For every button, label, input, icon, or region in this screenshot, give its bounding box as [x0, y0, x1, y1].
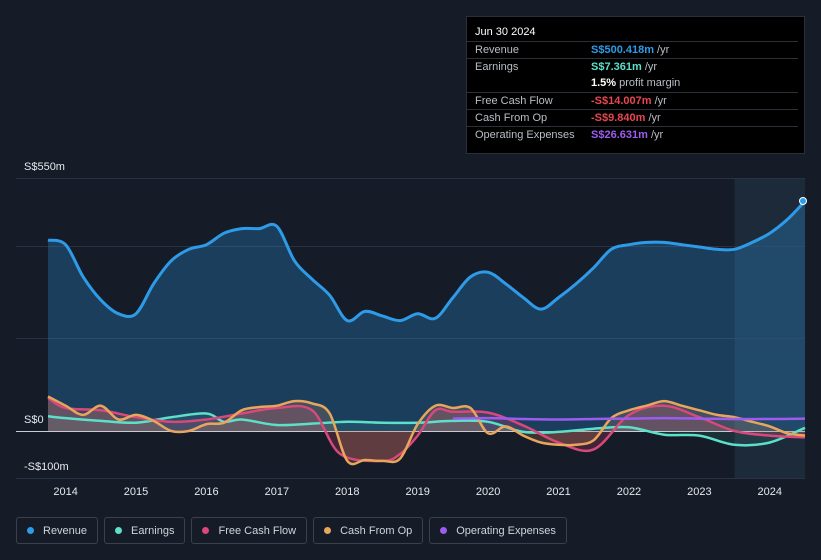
legend-item-cash-from-op[interactable]: Cash From Op [313, 517, 424, 544]
tooltip-row-fcf: Free Cash Flow -S$14.007m /yr [467, 92, 798, 110]
revenue-area [48, 201, 805, 431]
legend-label: Cash From Op [340, 524, 413, 537]
tooltip-label: Earnings [475, 61, 519, 73]
revenue-line[interactable] [47, 199, 807, 323]
legend-dot [115, 527, 123, 534]
revenue-end-marker[interactable] [799, 197, 807, 205]
x-tick-label: 2018 [335, 486, 359, 498]
tooltip-label: Revenue [475, 44, 520, 56]
tooltip-value-cfo: -S$9.840m /yr [591, 112, 661, 124]
tooltip-value-margin: 1.5% profit margin [591, 77, 681, 89]
tooltip-row-margin: 1.5% profit margin [467, 75, 798, 92]
tooltip-value-fcf: -S$14.007m /yr [591, 95, 667, 107]
legend-item-free-cash-flow[interactable]: Free Cash Flow [191, 517, 308, 544]
tooltip-row-revenue: Revenue S$500.418m /yr [467, 41, 798, 59]
legend-dot [440, 527, 448, 534]
tooltip-date: Jun 30 2024 [475, 26, 536, 38]
x-tick-label: 2014 [53, 486, 77, 498]
tooltip-label: Cash From Op [475, 112, 548, 124]
legend-item-operating-expenses[interactable]: Operating Expenses [429, 517, 567, 544]
y-axis-zero-label: S$0 [24, 414, 44, 426]
free-cash-flow-line[interactable] [47, 396, 806, 463]
tooltip-row-cfo: Cash From Op -S$9.840m /yr [467, 109, 798, 127]
x-tick-label: 2024 [758, 486, 782, 498]
legend-dot [27, 527, 34, 534]
operating-expenses-line[interactable] [452, 416, 806, 421]
x-tick-label: 2019 [405, 486, 429, 498]
tooltip-label: Free Cash Flow [475, 95, 553, 107]
x-tick-label: 2022 [617, 486, 641, 498]
chart-legend: Revenue Earnings Free Cash Flow Cash Fro… [16, 517, 567, 546]
y-axis-bottom-label: -S$100m [24, 461, 69, 473]
tooltip-value-opex: S$26.631m /yr [591, 129, 664, 141]
legend-dot [324, 527, 332, 534]
free-cash-flow-area [48, 397, 805, 462]
forecast-highlight [734, 178, 805, 478]
legend-item-earnings[interactable]: Earnings [104, 517, 186, 544]
tooltip-row-earnings: Earnings S$7.361m /yr [467, 58, 798, 76]
plot-background [16, 178, 805, 478]
legend-label: Free Cash Flow [218, 524, 297, 537]
earnings-line[interactable] [47, 412, 806, 447]
tooltip-value-earnings: S$7.361m /yr [591, 61, 658, 73]
tooltip-row-opex: Operating Expenses S$26.631m /yr [467, 126, 798, 144]
legend-label: Operating Expenses [456, 524, 556, 537]
legend-dot [202, 527, 210, 534]
x-tick-label: 2017 [265, 486, 289, 498]
data-tooltip: Jun 30 2024 Revenue S$500.418m /yr Earni… [466, 16, 805, 154]
tooltip-value-revenue: S$500.418m /yr [591, 44, 670, 56]
x-tick-label: 2016 [194, 486, 218, 498]
x-tick-label: 2021 [546, 486, 570, 498]
tooltip-label: Operating Expenses [475, 129, 575, 141]
x-tick-label: 2015 [124, 486, 148, 498]
x-tick-label: 2020 [476, 486, 500, 498]
legend-label: Revenue [43, 524, 88, 537]
legend-item-revenue[interactable]: Revenue [16, 517, 99, 544]
y-axis-top-label: S$550m [24, 161, 65, 173]
cash-from-op-line[interactable] [47, 395, 806, 466]
earnings-area [48, 413, 805, 446]
x-tick-label: 2023 [687, 486, 711, 498]
legend-label: Earnings [131, 524, 175, 537]
